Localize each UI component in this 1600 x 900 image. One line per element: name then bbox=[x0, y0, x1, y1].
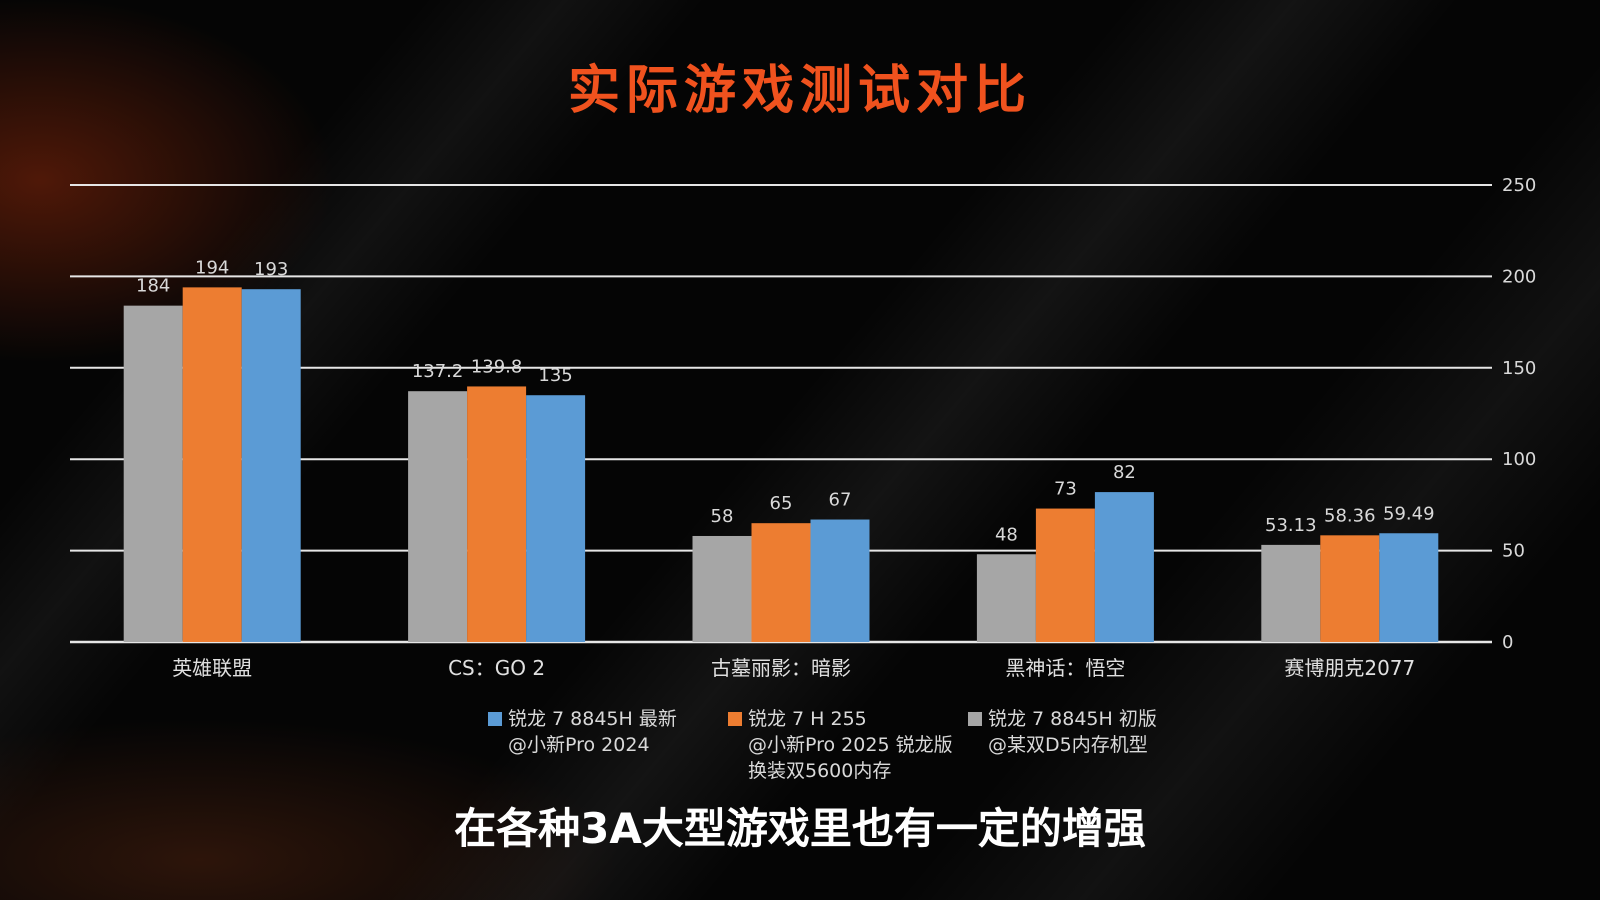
legend-swatch bbox=[728, 712, 742, 726]
legend-item: 锐龙 7 8845H 初版 @某双D5内存机型 bbox=[968, 706, 1200, 784]
x-tick-label: 英雄联盟 bbox=[172, 656, 252, 680]
data-label: 193 bbox=[254, 259, 288, 280]
data-label: 139.8 bbox=[471, 356, 523, 377]
data-label: 135 bbox=[538, 365, 572, 386]
data-label: 184 bbox=[136, 276, 170, 297]
legend-label: 锐龙 7 8845H 初版 @某双D5内存机型 bbox=[988, 708, 1157, 756]
y-tick-label: 200 bbox=[1502, 266, 1536, 287]
data-label: 67 bbox=[829, 490, 852, 511]
bar bbox=[1379, 533, 1439, 642]
data-label: 59.49 bbox=[1383, 503, 1435, 524]
legend-label: 锐龙 7 H 255 @小新Pro 2025 锐龙版 换装双5600内存 bbox=[748, 708, 953, 782]
page-title: 实际游戏测试对比 bbox=[567, 61, 1032, 121]
y-tick-label: 100 bbox=[1502, 449, 1536, 470]
bar bbox=[976, 554, 1036, 642]
data-label: 194 bbox=[195, 257, 229, 278]
x-tick-label: 黑神话：悟空 bbox=[1005, 656, 1125, 680]
bar bbox=[1094, 492, 1154, 642]
bar bbox=[408, 391, 468, 642]
bar bbox=[467, 386, 527, 642]
bar bbox=[692, 535, 752, 642]
data-label: 82 bbox=[1113, 462, 1136, 483]
x-tick-label: 赛博朋克2077 bbox=[1284, 656, 1415, 680]
bar bbox=[1035, 508, 1095, 642]
bar bbox=[123, 305, 183, 642]
data-label: 137.2 bbox=[412, 361, 464, 382]
data-label: 48 bbox=[995, 524, 1018, 545]
data-label: 53.13 bbox=[1265, 515, 1317, 536]
bar bbox=[241, 289, 301, 642]
legend-swatch bbox=[968, 712, 982, 726]
data-label: 58.36 bbox=[1324, 505, 1376, 526]
data-label: 58 bbox=[711, 506, 734, 527]
bar bbox=[526, 395, 586, 642]
bar bbox=[1261, 544, 1321, 642]
data-label: 73 bbox=[1054, 479, 1077, 500]
bar bbox=[182, 287, 242, 642]
legend-item: 锐龙 7 H 255 @小新Pro 2025 锐龙版 换装双5600内存 bbox=[728, 706, 960, 784]
bar bbox=[810, 519, 870, 642]
chart-legend: 锐龙 7 8845H 最新 @小新Pro 2024 锐龙 7 H 255 @小新P… bbox=[488, 706, 1200, 784]
y-tick-label: 50 bbox=[1502, 541, 1525, 562]
y-tick-label: 0 bbox=[1502, 632, 1513, 653]
bar bbox=[1320, 535, 1380, 642]
legend-item: 锐龙 7 8845H 最新 @小新Pro 2024 bbox=[488, 706, 720, 784]
legend-label: 锐龙 7 8845H 最新 @小新Pro 2024 bbox=[508, 708, 677, 756]
caption-subtitle: 在各种3A大型游戏里也有一定的增强 bbox=[454, 804, 1146, 853]
x-tick-label: CS：GO 2 bbox=[448, 656, 545, 680]
bar bbox=[751, 523, 811, 642]
y-tick-label: 150 bbox=[1502, 358, 1536, 379]
legend-swatch bbox=[488, 712, 502, 726]
y-tick-label: 250 bbox=[1502, 175, 1536, 196]
data-label: 65 bbox=[770, 493, 793, 514]
x-tick-label: 古墓丽影：暗影 bbox=[711, 656, 851, 680]
